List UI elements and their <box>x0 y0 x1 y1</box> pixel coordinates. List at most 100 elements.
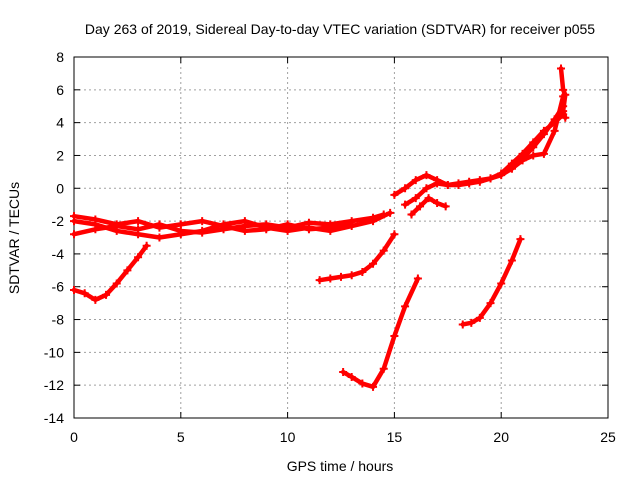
y-tick-label: -6 <box>52 279 65 295</box>
x-tick-label: 0 <box>70 429 78 445</box>
series-arc-3 <box>339 274 422 391</box>
data-point <box>70 230 78 239</box>
data-point <box>518 156 527 165</box>
data-point <box>240 226 249 235</box>
y-tick-label: -14 <box>44 410 64 426</box>
data-point <box>557 64 566 73</box>
data-point <box>390 331 399 340</box>
data-point <box>155 233 164 242</box>
data-point <box>219 222 228 231</box>
data-point <box>516 235 525 244</box>
x-tick-label: 5 <box>177 429 185 445</box>
data-point <box>422 184 431 193</box>
data-point <box>240 217 249 226</box>
data-point <box>465 179 474 188</box>
series-band-main-3 <box>70 212 356 235</box>
series-rise-1 <box>390 102 568 199</box>
data-point <box>390 230 399 239</box>
data-point <box>379 246 388 255</box>
series-arc-2 <box>315 230 399 285</box>
data-point <box>198 226 207 235</box>
data-point <box>443 180 452 189</box>
data-point <box>70 286 78 295</box>
y-tick-label: -12 <box>44 377 64 393</box>
data-point <box>91 215 100 224</box>
data-point <box>507 164 516 173</box>
series-arc-4 <box>458 235 525 329</box>
data-point <box>70 212 78 221</box>
data-point <box>411 176 420 185</box>
data-point <box>91 295 100 304</box>
data-point <box>458 320 467 329</box>
x-axis-label: GPS time / hours <box>287 458 394 474</box>
data-point <box>401 184 410 193</box>
series-trace <box>402 112 566 207</box>
data-point <box>539 149 548 158</box>
y-tick-label: 8 <box>56 49 64 65</box>
series-trace <box>340 276 421 390</box>
data-point <box>337 272 345 281</box>
data-point <box>422 171 431 180</box>
data-point <box>283 220 292 229</box>
data-point <box>401 302 410 311</box>
data-point <box>424 194 433 203</box>
data-point <box>134 253 143 262</box>
series-endpoints-23 <box>557 64 570 122</box>
data-point <box>198 217 207 226</box>
data-point <box>176 230 185 239</box>
data-point <box>358 267 367 276</box>
data-point <box>529 151 538 160</box>
data-point <box>176 220 185 229</box>
y-tick-label: -2 <box>52 213 65 229</box>
data-point <box>529 138 538 147</box>
x-tick-label: 20 <box>493 429 509 445</box>
data-point <box>559 85 568 94</box>
y-tick-label: -10 <box>44 344 64 360</box>
data-point <box>407 210 416 219</box>
data-point <box>413 274 422 283</box>
y-tick-label: -8 <box>52 312 65 328</box>
data-point <box>80 289 89 298</box>
data-point <box>304 225 313 234</box>
data-point <box>102 290 111 299</box>
data-point <box>347 372 356 381</box>
series-dip-16 <box>407 194 450 219</box>
data-point <box>326 223 335 232</box>
data-point <box>475 177 484 186</box>
y-axis-label: SDTVAR / TECUs <box>6 182 22 294</box>
data-point <box>315 276 324 285</box>
series-arc-1 <box>70 241 151 304</box>
data-point <box>379 364 388 373</box>
grid-lines <box>74 57 608 418</box>
data-point <box>347 271 356 280</box>
data-point <box>441 202 450 211</box>
data-point <box>475 313 484 322</box>
data-point <box>347 220 356 229</box>
data-point <box>561 113 570 122</box>
data-point <box>486 174 495 183</box>
data-point <box>507 256 516 265</box>
data-point <box>155 223 164 232</box>
data-point <box>539 126 548 135</box>
data-point <box>390 190 399 199</box>
data-point <box>386 208 395 217</box>
data-point <box>559 107 568 116</box>
y-tick-label: 0 <box>56 180 64 196</box>
data-point <box>339 368 348 377</box>
x-tick-labels: 0 5 10 15 20 25 <box>70 429 616 445</box>
data-point <box>433 199 442 208</box>
series-trace <box>71 210 393 240</box>
data-point <box>433 179 442 188</box>
data-point <box>326 274 335 283</box>
y-tick-labels: -14 -12 -10 -8 -6 -4 -2 0 2 4 6 8 <box>44 49 64 426</box>
data-point <box>550 126 559 135</box>
data-point <box>486 299 495 308</box>
y-tick-label: 4 <box>56 115 64 131</box>
data-point <box>134 217 143 226</box>
data-point <box>561 90 570 99</box>
data-point <box>142 241 151 250</box>
data-point <box>262 225 271 234</box>
data-point <box>134 230 143 239</box>
series-trace <box>317 231 397 283</box>
